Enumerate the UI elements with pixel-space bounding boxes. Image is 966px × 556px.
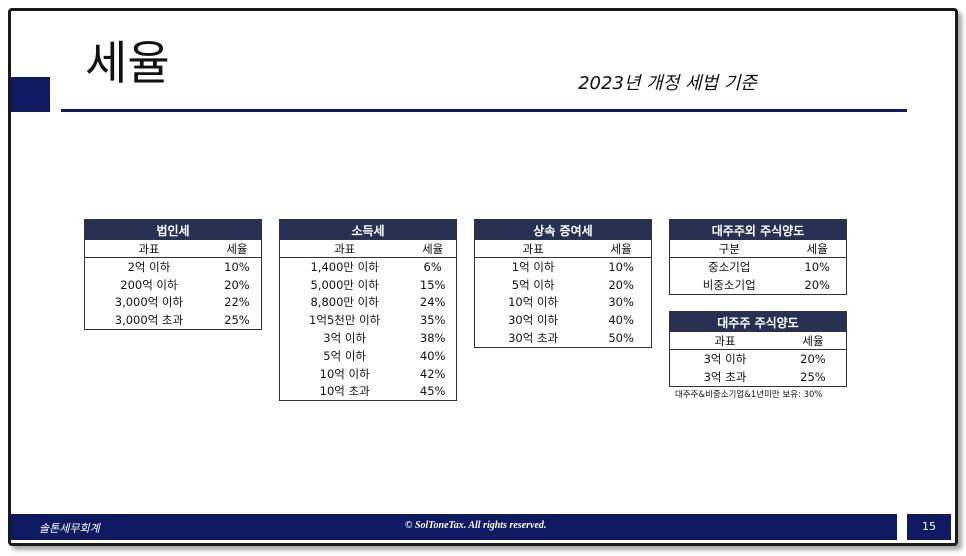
table-row: 10억 이하 42% [280,365,457,383]
table-row: 1억5천만 이하 35% [280,311,457,329]
rate-cell: 20% [224,277,250,292]
column-header: 세율 [788,240,847,258]
bracket-cell: 1억5천만 이하 [309,313,381,328]
rate-cell: 40% [608,313,634,328]
rate-cell: 10% [804,259,830,274]
table-row: 10억 이하 30% [475,294,652,312]
column-header: 세율 [409,240,457,258]
column-header: 과표 [474,240,592,258]
bracket-cell: 3억 이하 [703,351,747,366]
table-row: 1억 이하 10% [475,258,652,276]
rate-cell: 20% [804,277,830,292]
income-tax-table: 소득세 과표 세율 1,400만 이하 6% 5,000만 이하 15% 8,800… [279,219,457,402]
bracket-cell: 8,800만 이하 [310,295,379,310]
column-header: 세율 [591,240,652,258]
bracket-cell: 3,000억 초과 [114,313,184,328]
rate-cell: 25% [224,313,250,328]
rate-cell: 24% [419,295,446,310]
table-row: 3,000억 초과 25% [85,311,262,329]
column-header: 구분 [669,240,789,258]
table-row: 30억 초과 50% [475,329,652,347]
bracket-cell: 5억 이하 [323,348,367,363]
bracket-cell: 중소기업 [708,259,751,274]
footer-bar: 솔톤세무회계 © SolToneTax. All rights reserved… [11,514,897,540]
table-row: 5,000만 이하 15% [280,276,457,294]
table-row: 5억 이하 40% [280,347,457,365]
bracket-cell: 30억 이하 [508,313,559,328]
column-header: 세율 [779,332,847,350]
rate-cell: 20% [800,351,826,366]
table-caption: 소득세 [279,219,457,240]
copyright-text: © SolToneTax. All rights reserved. [405,520,547,531]
table-row: 3,000억 이하 22% [85,294,262,312]
rate-cell: 22% [224,295,250,310]
major-shareholder-transfer-table: 대주주 주식양도 과표 세율 3억 이하 20% 3억 초과 25% [669,311,847,387]
corporate-tax-table: 법인세 과표 세율 2억 이하 10% 200억 이하 20% 3,000억 이하 2… [84,219,262,331]
rate-cell: 10% [608,259,634,274]
page-subtitle: 2023년 개정 세법 기준 [578,73,757,94]
table-row: 10억 초과 45% [280,383,457,401]
bracket-cell: 1억 이하 [511,259,555,274]
non-major-shareholder-transfer-table: 대주주외 주식양도 구분 세율 중소기업 10% 비중소기업 20% [669,219,847,295]
rate-cell: 45% [419,384,446,399]
bracket-cell: 10억 이하 [319,366,370,381]
table-row: 2억 이하 10% [85,258,262,276]
bracket-cell: 30억 초과 [508,331,559,346]
rate-cell: 35% [419,313,446,328]
table-row: 3억 초과 25% [670,368,847,386]
table-caption: 법인세 [84,219,262,240]
table-row: 비중소기업 20% [670,276,847,294]
rate-cell: 25% [800,369,826,384]
table-row: 1,400만 이하 6% [280,258,457,276]
bracket-cell: 2억 이하 [127,259,171,274]
bracket-cell: 5,000만 이하 [310,277,379,292]
bracket-cell: 10억 초과 [319,384,370,399]
rate-cell: 38% [419,331,446,346]
rate-cell: 42% [419,366,446,381]
rate-cell: 10% [224,259,250,274]
table-caption: 상속 증여세 [474,219,652,240]
table-caption: 대주주 주식양도 [669,311,847,332]
rate-cell: 50% [608,331,634,346]
table-row: 3억 이하 20% [670,350,847,368]
column-header: 과표 [84,240,213,258]
column-header: 세율 [212,240,262,258]
company-name: 솔톤세무회계 [39,522,100,535]
bracket-cell: 200억 이하 [120,277,178,292]
table-caption: 대주주외 주식양도 [669,219,847,240]
bracket-cell: 비중소기업 [702,277,756,292]
rate-cell: 30% [608,295,634,310]
bracket-cell: 3,000억 이하 [114,295,184,310]
table-row: 30억 이하 40% [475,311,652,329]
title-divider [61,109,907,112]
table-row: 5억 이하 20% [475,276,652,294]
accent-block [11,77,50,112]
slide: 세율 2023년 개정 세법 기준 법인세 과표 세율 2억 이하 10% 200… [8,8,958,546]
rate-cell: 15% [419,277,446,292]
bracket-cell: 5억 이하 [511,277,555,292]
bracket-cell: 3억 초과 [703,369,747,384]
bracket-cell: 3억 이하 [323,331,367,346]
column-header: 과표 [669,332,780,350]
table-row: 3억 이하 38% [280,329,457,347]
column-header: 과표 [279,240,410,258]
inheritance-gift-tax-table: 상속 증여세 과표 세율 1억 이하 10% 5억 이하 20% 10억 이하 30%… [474,219,652,348]
table-row: 중소기업 10% [670,258,847,276]
table-row: 200억 이하 20% [85,276,262,294]
rate-cell: 20% [608,277,634,292]
page-title: 세율 [85,36,170,90]
rate-cell: 40% [419,348,446,363]
table-row: 8,800만 이하 24% [280,294,457,312]
footnote: 대주주&비중소기업&1년미만 보유: 30% [675,390,823,400]
page-number: 15 [907,514,951,540]
bracket-cell: 10억 이하 [508,295,559,310]
rate-cell: 6% [423,259,442,274]
bracket-cell: 1,400만 이하 [310,259,379,274]
